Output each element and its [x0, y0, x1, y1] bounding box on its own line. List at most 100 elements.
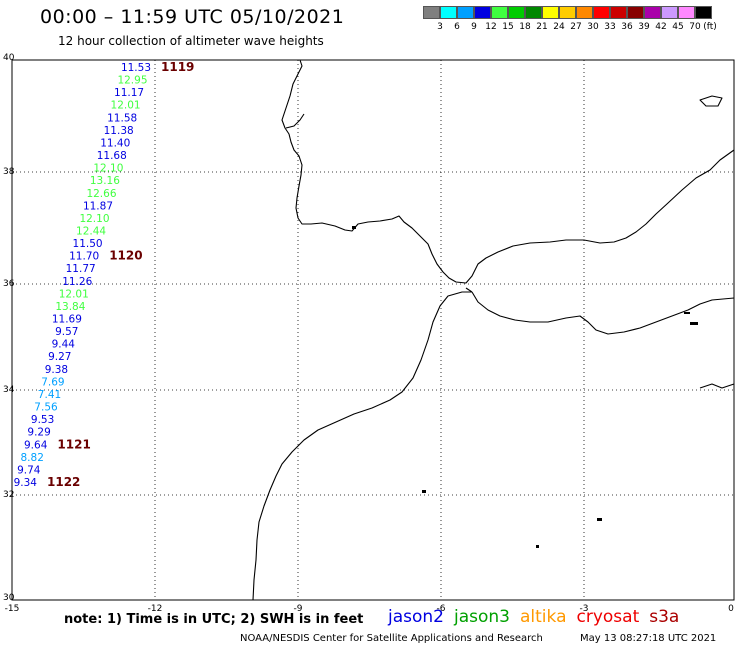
- color-scale-swatch: [508, 6, 525, 19]
- wave-height-value: 12.66: [86, 188, 116, 200]
- map-subtitle: 12 hour collection of altimeter wave hei…: [58, 34, 324, 48]
- pass-number-label: 1119: [161, 60, 194, 74]
- graticule: [12, 60, 734, 600]
- lon-tick-label: -15: [5, 604, 20, 614]
- lon-tick-label: -6: [437, 604, 446, 614]
- wave-height-value: 9.57: [55, 326, 78, 338]
- lat-tick-label: 40: [3, 53, 15, 63]
- credit-line: NOAA/NESDIS Center for Satellite Applica…: [240, 633, 543, 644]
- coastline-ceuta: [465, 287, 473, 293]
- wave-height-value: 9.64: [24, 439, 48, 451]
- wave-height-value: 11.40: [100, 138, 130, 150]
- wave-height-value: 9.34: [14, 477, 38, 489]
- wave-height-value: 13.16: [90, 175, 120, 187]
- wave-height-value: 11.26: [62, 276, 92, 288]
- wave-height-value: 12.01: [59, 288, 89, 300]
- wave-height-value: 8.82: [21, 452, 44, 464]
- wave-height-value: 12.01: [111, 100, 141, 112]
- wave-height-value: 11.68: [97, 150, 127, 162]
- wave-height-value: 12.95: [117, 75, 147, 87]
- color-scale-label: 27: [570, 22, 582, 32]
- lakes-and-islets: [352, 226, 698, 548]
- color-scale-label: 24: [553, 22, 565, 32]
- wave-height-value: 9.38: [45, 364, 68, 376]
- coastline-africa-mediterranean: [471, 291, 735, 335]
- lat-tick-label: 34: [3, 385, 15, 395]
- wave-height-value: 11.77: [66, 263, 96, 275]
- wave-height-value: 11.38: [104, 125, 134, 137]
- wave-height-value: 9.53: [31, 414, 54, 426]
- wave-height-value: 7.69: [41, 376, 64, 388]
- color-scale-swatch: [474, 6, 491, 19]
- lat-tick-label: 38: [3, 167, 15, 177]
- wave-height-value: 11.58: [107, 112, 137, 124]
- satellite-legend: jason2 jason3 altika cryosat s3a: [388, 607, 689, 627]
- pass-number-label: 1120: [109, 249, 142, 263]
- pass-number-label: 1121: [57, 437, 90, 451]
- color-scale-swatch: [457, 6, 474, 19]
- wave-height-value: 12.10: [93, 163, 123, 175]
- color-scale-label: 15: [502, 22, 514, 32]
- color-scale-label: 36: [621, 22, 633, 32]
- color-scale-swatch: [491, 6, 508, 19]
- color-scale-swatch: [423, 6, 440, 19]
- color-scale-label: 18: [519, 22, 531, 32]
- altimeter-track: 11.5312.9511.1712.0111.5811.3811.4011.68…: [14, 60, 195, 489]
- wave-height-value: 9.44: [52, 339, 76, 351]
- wave-height-value: 12.44: [76, 226, 106, 238]
- wave-height-value: 11.87: [83, 200, 113, 212]
- lon-tick-label: -12: [148, 604, 163, 614]
- wave-height-value: 11.70: [69, 251, 99, 263]
- coastline-iberia-atlantic: [281, 59, 735, 284]
- color-scale-swatch: [576, 6, 593, 19]
- coastline-africa: [252, 291, 472, 601]
- satellite-legend-item: jason3: [454, 607, 510, 627]
- wave-height-value: 13.84: [55, 301, 85, 313]
- satellite-legend-item: s3a: [649, 607, 680, 627]
- coastline: [252, 59, 735, 601]
- color-scale-unit: (ft): [703, 22, 717, 32]
- wave-height-value: 7.41: [38, 389, 61, 401]
- wave-height-value: 11.50: [73, 238, 103, 250]
- lat-tick-label: 32: [3, 490, 14, 500]
- color-scale-swatch: [559, 6, 576, 19]
- color-scale-label: 39: [638, 22, 650, 32]
- color-scale-swatch: [593, 6, 610, 19]
- generated-timestamp: May 13 08:27:18 UTC 2021: [580, 633, 717, 644]
- satellite-legend-item: altika: [520, 607, 567, 627]
- lat-tick-label: 30: [3, 593, 15, 603]
- color-scale-swatch: [610, 6, 627, 19]
- color-scale-swatch: [678, 6, 695, 19]
- wave-height-value: 7.56: [34, 402, 58, 414]
- color-scale-swatch: [661, 6, 678, 19]
- map-frame: [11, 59, 735, 601]
- wave-height-value: 11.69: [52, 314, 82, 326]
- satellite-legend-item: jason2: [388, 607, 444, 627]
- color-scale-label: 9: [471, 22, 477, 32]
- footnote: note: 1) Time is in UTC; 2) SWH is in fe…: [64, 612, 364, 627]
- satellite-legend-item: cryosat: [576, 607, 640, 627]
- color-scale-swatch: [627, 6, 644, 19]
- wave-height-value: 9.74: [17, 464, 41, 476]
- coastline-mallorca: [699, 95, 723, 107]
- lon-tick-label: 0: [728, 604, 734, 614]
- color-scale-label: 21: [536, 22, 548, 32]
- color-scale-label: 42: [655, 22, 667, 32]
- pass-number-label: 1122: [47, 475, 80, 489]
- color-scale-label: 12: [485, 22, 497, 32]
- color-scale-swatch: [644, 6, 661, 19]
- color-scale-label: 3: [437, 22, 443, 32]
- lon-tick-label: -9: [294, 604, 303, 614]
- color-scale-swatch: [695, 6, 712, 19]
- coastline-morocco-inland: [699, 383, 735, 389]
- color-scale-swatch: [525, 6, 542, 19]
- color-scale-label: 6: [454, 22, 460, 32]
- wave-height-value: 9.27: [48, 351, 71, 363]
- map-title: 00:00 – 11:59 UTC 05/10/2021: [40, 6, 345, 28]
- wave-height-value: 12.10: [79, 213, 109, 225]
- color-scale-label: 70: [689, 22, 701, 32]
- wave-height-value: 9.29: [27, 427, 50, 439]
- color-scale-swatch: [542, 6, 559, 19]
- coastline-lisbon-estuary: [285, 113, 305, 129]
